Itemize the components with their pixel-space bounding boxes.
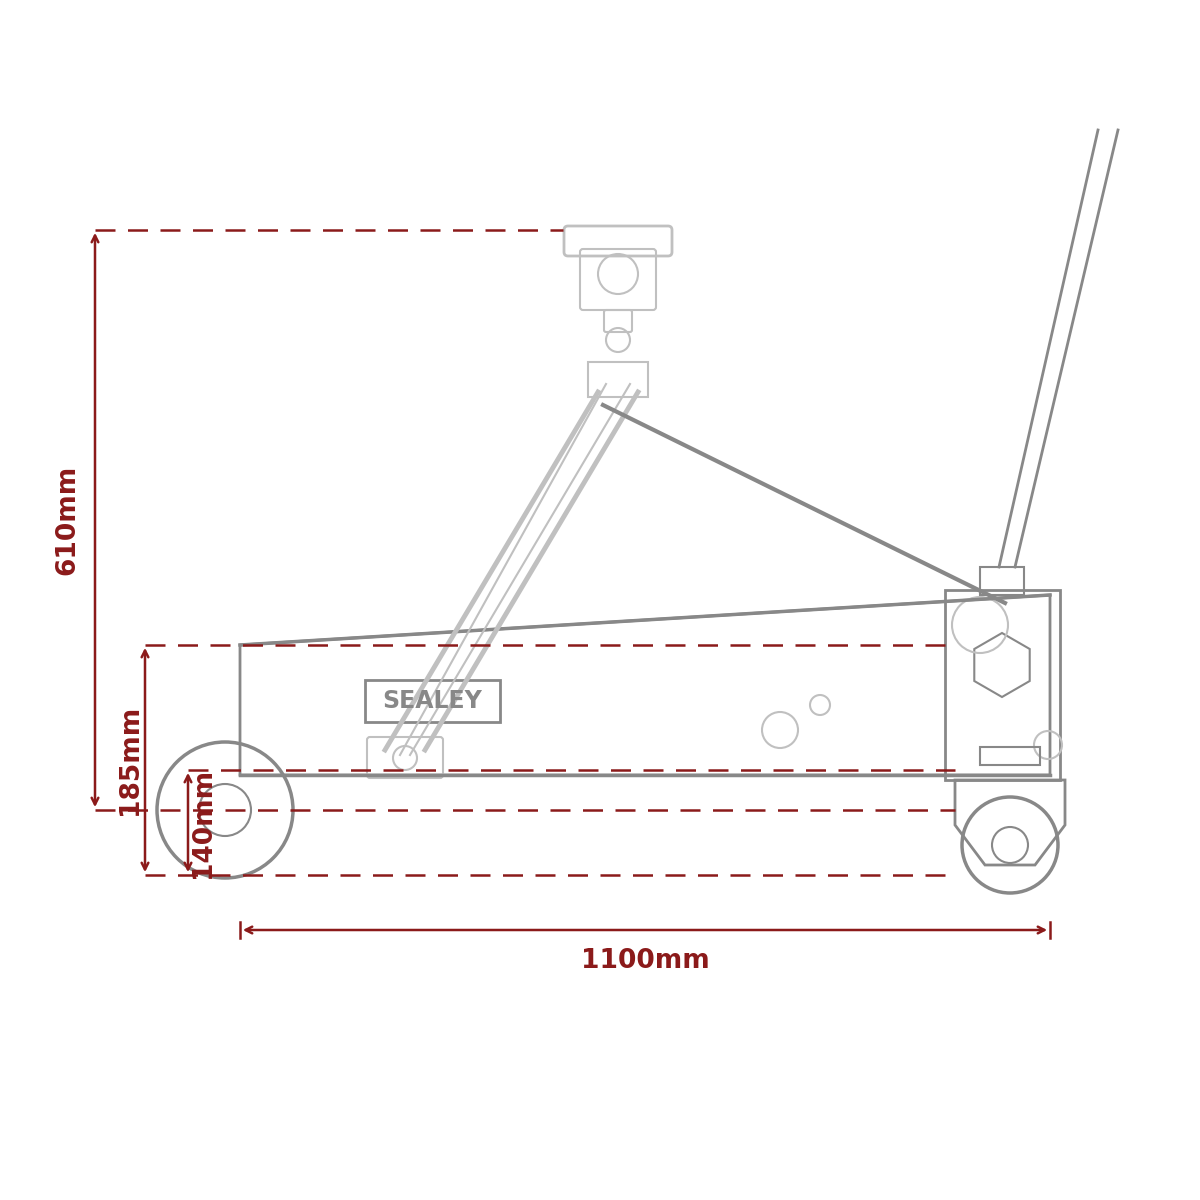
Bar	[980, 566, 1024, 595]
Text: 140mm: 140mm	[190, 768, 216, 877]
Text: 1100mm: 1100mm	[581, 948, 709, 974]
Bar	[980, 746, 1040, 766]
Text: 610mm: 610mm	[54, 464, 80, 575]
Bar	[946, 590, 1060, 780]
Bar	[365, 680, 500, 722]
Text: SEALEY: SEALEY	[383, 689, 482, 713]
Text: 185mm: 185mm	[118, 704, 143, 815]
